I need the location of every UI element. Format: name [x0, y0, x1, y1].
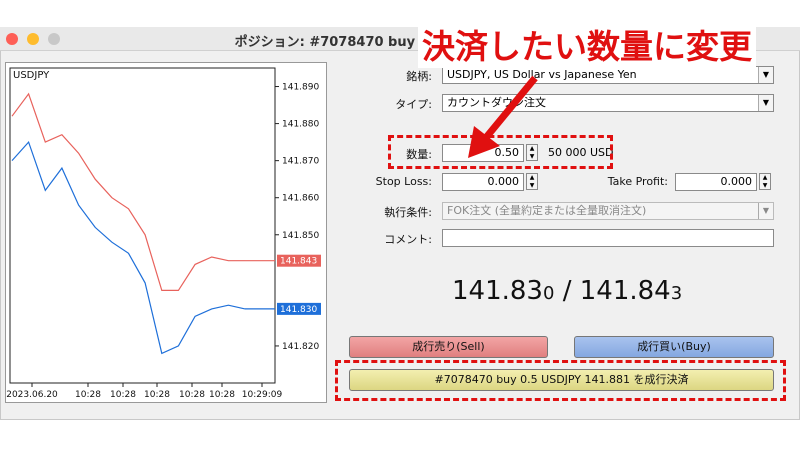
y-tick-label: 141.850	[282, 231, 319, 241]
type-label: タイプ:	[395, 98, 432, 111]
arrow-shaft	[481, 75, 538, 143]
x-tick-label: 10:28	[209, 390, 235, 400]
current-price-box	[277, 302, 321, 315]
comment-input[interactable]	[442, 229, 774, 247]
ask-small: 3	[670, 283, 683, 304]
price-display: 141.830 / 141.843	[452, 276, 682, 306]
take-profit-value: 0.000	[720, 175, 753, 188]
price-line	[11, 140, 246, 355]
stop-loss-input[interactable]: 0.000	[442, 173, 524, 191]
fill-label: 執行条件:	[384, 206, 432, 219]
comment-label: コメント:	[384, 233, 432, 246]
close-position-button[interactable]: #7078470 buy 0.5 USDJPY 141.881 を成行決済	[349, 369, 774, 391]
arrow-head	[468, 126, 500, 158]
volume-value: 0.50	[494, 146, 520, 159]
bid-main: 141.83	[452, 276, 543, 306]
y-tick-label: 141.870	[282, 157, 319, 167]
price-line	[11, 92, 245, 291]
price-separator: /	[562, 276, 572, 306]
zoom-light[interactable]	[48, 33, 60, 45]
plot-frame	[9, 67, 276, 384]
y-tick-label: 141.860	[282, 194, 319, 204]
x-tick-label: 10:29:09	[242, 390, 283, 400]
symbol-value: USDJPY, US Dollar vs Japanese Yen	[447, 68, 637, 81]
chart-symbol: USDJPY	[13, 70, 50, 81]
chart-frame	[5, 62, 327, 403]
x-tick-label: 10:28	[110, 390, 136, 400]
fill-value: FOK注文 (全量約定または全量取消注文)	[447, 204, 647, 217]
current-price-box	[277, 254, 321, 267]
current-price-label: 141.843	[280, 257, 317, 267]
y-tick-label: 141.820	[282, 342, 319, 352]
ask-main: 141.84	[579, 276, 671, 306]
volume-label: 数量:	[406, 148, 432, 161]
annotation: 決済したい数量に変更	[418, 26, 756, 68]
take-profit-spinner[interactable]: ▲ ▼	[759, 173, 771, 190]
y-tick-label: 141.890	[282, 83, 319, 93]
buy-button[interactable]: 成行買い(Buy)	[574, 336, 774, 358]
close-light[interactable]	[6, 33, 18, 45]
symbol-label: 銘柄:	[406, 70, 432, 83]
select-arrow: ▼	[758, 95, 773, 111]
symbol-select[interactable]: USDJPY, US Dollar vs Japanese Yen ▼	[442, 66, 774, 84]
y-tick-label: 141.880	[282, 120, 319, 130]
minimize-light[interactable]	[27, 33, 39, 45]
annotation-arrow	[468, 75, 538, 158]
stop-loss-label: Stop Loss:	[375, 175, 432, 188]
sell-button[interactable]: 成行売り(Sell)	[349, 336, 548, 358]
fill-select: FOK注文 (全量約定または全量取消注文) ▼	[442, 202, 774, 220]
take-profit-label: Take Profit:	[607, 175, 668, 188]
x-tick-label: 10:28	[75, 390, 101, 400]
highlight-volume	[388, 135, 613, 169]
stop-loss-spinner[interactable]: ▲ ▼	[526, 173, 538, 190]
x-tick-label: 10:28	[144, 390, 170, 400]
x-tick-label: 2023.06.20	[6, 390, 58, 400]
select-arrow: ▼	[758, 67, 773, 83]
stop-loss-value: 0.000	[487, 175, 520, 188]
highlight-close	[335, 360, 786, 401]
x-tick-label: 10:28	[179, 390, 205, 400]
bid-small: 0	[542, 283, 555, 304]
volume-amount: 50 000 USD	[548, 146, 614, 159]
select-arrow: ▼	[758, 203, 773, 219]
mini-chart: USDJPY 141.890 141.880 141.870 141.860 141.8…	[5, 62, 327, 403]
volume-spinner[interactable]: ▲ ▼	[526, 144, 538, 161]
current-price-label: 141.830	[280, 305, 317, 315]
take-profit-input[interactable]: 0.000	[675, 173, 757, 191]
